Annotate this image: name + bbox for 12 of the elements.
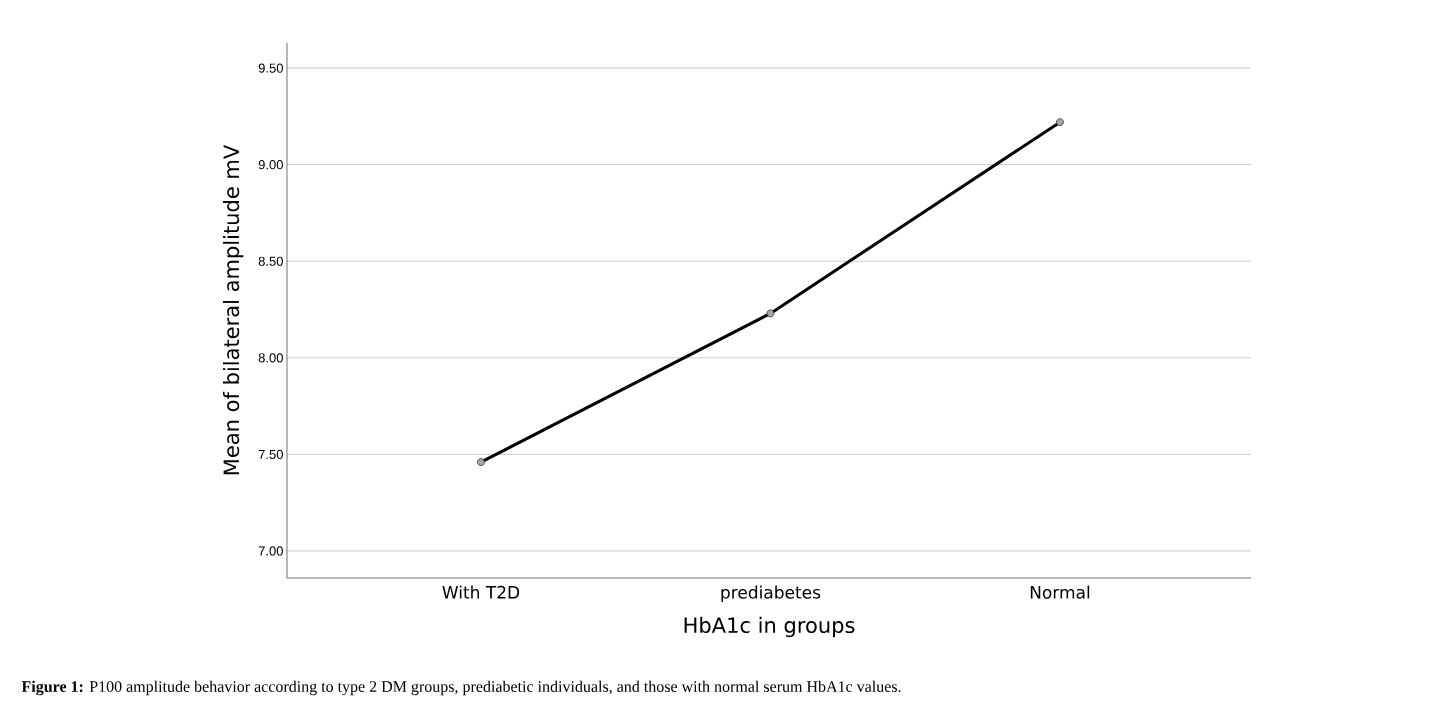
y-axis-title: Mean of bilateral amplitude mV — [222, 144, 244, 475]
x-axis-title: HbA1c in groups — [684, 616, 855, 638]
y-tick-label: 7.00 — [258, 546, 283, 556]
y-tick-label: 7.50 — [258, 449, 283, 459]
y-tick-label: 9.00 — [258, 160, 283, 170]
x-tick-label: With T2D — [442, 585, 520, 599]
x-tick-label: Normal — [1030, 585, 1090, 599]
y-tick-label: 9.50 — [258, 63, 283, 73]
y-tick-label: 8.50 — [258, 256, 283, 266]
y-tick-label: 8.00 — [258, 353, 283, 363]
text: Figure 1: P100 amplitude behavior according to type 2 DM groups, prediabetic individuals, and those with normal serum HbA1c values. — [21, 680, 901, 696]
x-tick-label: prediabetes — [721, 585, 821, 602]
